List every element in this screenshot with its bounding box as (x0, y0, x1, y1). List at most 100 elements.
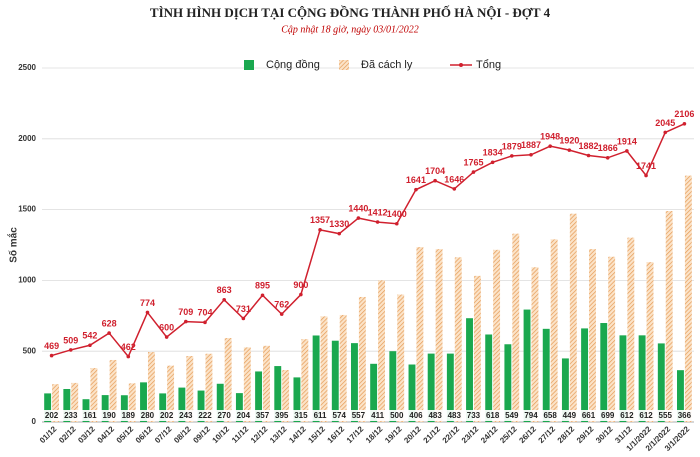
x-tick-label: 03/12 (76, 424, 97, 445)
bar (646, 262, 654, 422)
point (299, 292, 303, 297)
x-tick-label: 11/12 (230, 424, 251, 445)
data-label: 395 (275, 411, 289, 420)
bar (167, 365, 175, 422)
x-tick-label: 06/12 (134, 424, 155, 445)
point (452, 187, 457, 191)
data-label: 1920 (559, 136, 579, 146)
bar (351, 343, 358, 422)
legend-label: Cộng đồng (266, 59, 320, 71)
bar (466, 318, 473, 422)
point (471, 170, 476, 174)
x-tick-label: 20/12 (402, 424, 423, 445)
y-tick-label: 500 (23, 346, 37, 355)
bar (282, 370, 290, 422)
data-label: 574 (333, 411, 347, 420)
data-label: 1704 (425, 166, 445, 176)
data-label: 202 (160, 411, 174, 420)
bar (446, 353, 454, 422)
legend-swatch (339, 60, 349, 70)
x-tick-label: 02/12 (57, 424, 78, 445)
data-label: 189 (122, 411, 136, 420)
x-tick-label: 05/12 (115, 424, 136, 445)
x-tick-label: 21/12 (421, 424, 442, 445)
x-tick-label: 01/12 (38, 424, 59, 445)
data-label: 1440 (348, 203, 368, 213)
point (682, 121, 687, 126)
bar (473, 275, 481, 422)
bar (63, 389, 71, 422)
bar (485, 334, 493, 422)
bar (52, 384, 59, 422)
data-label: 658 (543, 411, 557, 420)
bar (493, 249, 501, 422)
data-label: 483 (448, 411, 462, 420)
data-label: 270 (217, 411, 231, 420)
bar (44, 393, 52, 422)
x-tick-label: 09/12 (191, 424, 212, 445)
data-label: 1948 (540, 132, 560, 142)
x-tick-label: 26/12 (517, 424, 538, 445)
data-label: 1330 (329, 219, 349, 229)
bar (677, 370, 684, 422)
x-tick-label: 24/12 (479, 424, 500, 445)
bar (109, 359, 117, 422)
y-axis-label: Số mắc (7, 227, 20, 263)
x-tick-label: 29/12 (575, 424, 596, 445)
legend-label: Đã cách ly (361, 59, 413, 71)
bar (589, 249, 596, 422)
line (51, 123, 685, 359)
data-label: 1357 (310, 215, 330, 225)
bar (205, 353, 213, 422)
point (184, 319, 188, 324)
data-label: 222 (198, 411, 212, 420)
data-label: 900 (293, 280, 308, 290)
bar (416, 247, 424, 422)
point (318, 228, 322, 232)
data-label: 762 (274, 299, 289, 309)
bar (293, 377, 301, 422)
data-label: 204 (237, 411, 251, 420)
point (49, 353, 54, 358)
point (107, 331, 111, 335)
x-tick-label: 25/12 (498, 424, 519, 445)
bar (312, 335, 320, 422)
bar (263, 345, 270, 422)
y-tick-label: 0 (32, 417, 37, 426)
data-label: 366 (678, 411, 692, 420)
bar (197, 390, 205, 422)
point (490, 160, 495, 165)
data-label: 699 (601, 411, 615, 420)
bar (427, 353, 435, 422)
bar (512, 233, 520, 422)
bar (331, 340, 339, 422)
bar (128, 383, 136, 422)
point (394, 221, 399, 226)
data-label: 161 (83, 411, 97, 420)
data-label: 483 (428, 411, 442, 420)
data-label: 794 (524, 411, 538, 420)
bar (389, 351, 397, 422)
bar (684, 175, 692, 422)
x-tick-label: 22/12 (441, 424, 462, 445)
bar (178, 387, 186, 422)
bar (542, 328, 550, 422)
data-label: 549 (505, 411, 519, 420)
data-label: 557 (352, 411, 366, 420)
data-label: 704 (197, 308, 212, 318)
data-label: 280 (141, 411, 155, 420)
data-label: 509 (63, 335, 78, 345)
legend-swatch (244, 60, 254, 70)
point (88, 343, 92, 348)
bar (216, 383, 224, 422)
bar (301, 339, 309, 422)
point (433, 178, 437, 183)
bar (504, 344, 512, 422)
data-label: 1866 (598, 143, 618, 153)
data-label: 628 (102, 318, 117, 328)
data-label: 1412 (368, 207, 388, 217)
data-label: 612 (620, 411, 634, 420)
point (260, 293, 265, 298)
data-label: 2106 (674, 109, 694, 119)
bar (397, 294, 405, 422)
